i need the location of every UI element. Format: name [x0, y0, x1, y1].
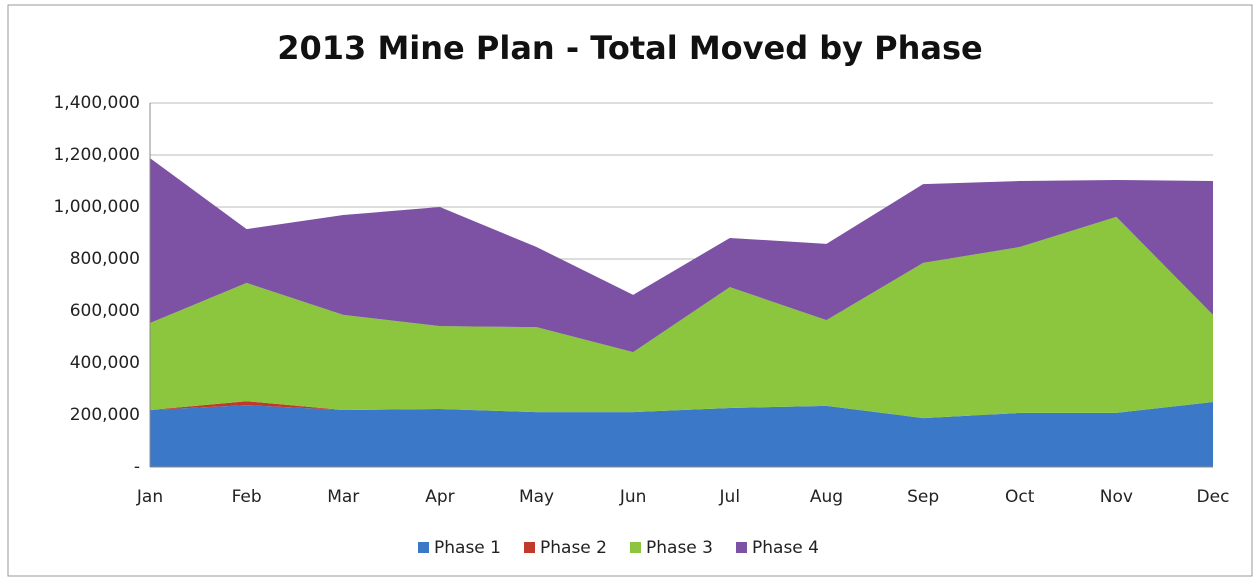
- area: [150, 216, 1213, 419]
- legend-label: Phase 3: [646, 538, 713, 558]
- legend-swatch: [524, 542, 535, 553]
- x-tick-label: Mar: [327, 487, 359, 507]
- area: [150, 401, 1213, 419]
- x-tick-label: Jun: [619, 487, 647, 507]
- x-tick-label: Jul: [719, 487, 741, 507]
- y-tick-label: 1,400,000: [53, 93, 140, 113]
- area: [150, 158, 1213, 353]
- y-tick-label: 1,000,000: [53, 197, 140, 217]
- legend-label: Phase 2: [540, 538, 607, 558]
- x-tick-label: Sep: [907, 487, 939, 507]
- legend-swatch: [736, 542, 747, 553]
- x-tick-label: Jan: [136, 487, 163, 507]
- x-tick-label: Aug: [810, 487, 843, 507]
- y-tick-label: 200,000: [70, 405, 140, 425]
- y-tick-label: -: [134, 457, 140, 477]
- x-tick-label: Apr: [425, 487, 454, 507]
- legend-label: Phase 4: [752, 538, 819, 558]
- chart-title: 2013 Mine Plan - Total Moved by Phase: [277, 29, 982, 67]
- y-tick-label: 600,000: [70, 301, 140, 321]
- x-tick-label: Feb: [232, 487, 262, 507]
- y-tick-label: 800,000: [70, 249, 140, 269]
- legend-label: Phase 1: [434, 538, 501, 558]
- x-tick-label: May: [519, 487, 554, 507]
- x-tick-label: Nov: [1100, 487, 1133, 507]
- legend-swatch: [630, 542, 641, 553]
- area: [150, 402, 1213, 467]
- y-tick-label: 1,200,000: [53, 145, 140, 165]
- y-tick-label: 400,000: [70, 353, 140, 373]
- x-tick-label: Dec: [1197, 487, 1230, 507]
- legend-swatch: [418, 542, 429, 553]
- x-tick-label: Oct: [1005, 487, 1035, 507]
